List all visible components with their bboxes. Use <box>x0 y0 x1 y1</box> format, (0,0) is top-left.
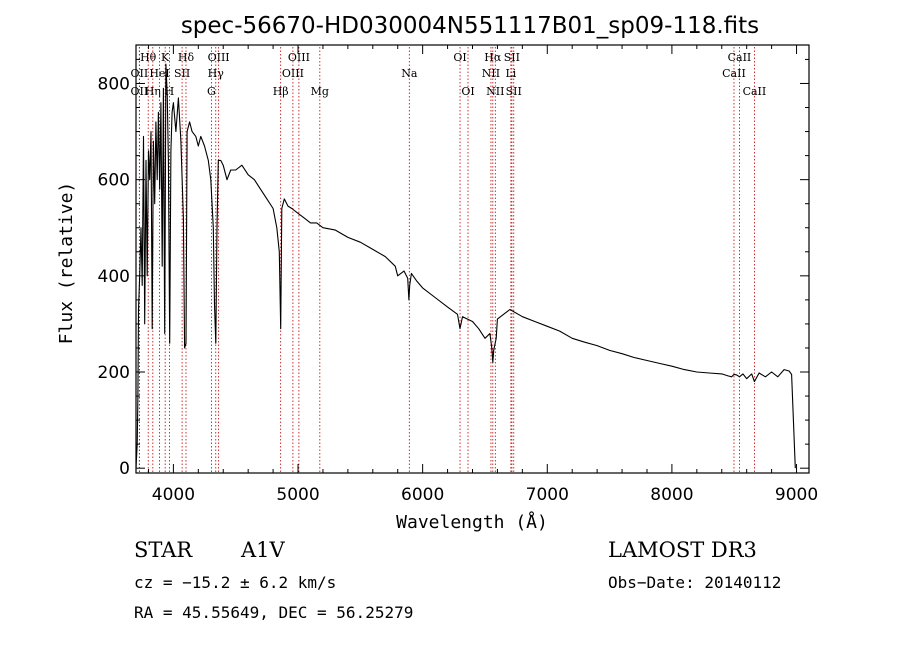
line-label-23: Li <box>505 67 516 80</box>
chart-title: spec-56670-HD030004N551117B01_sp09-118.f… <box>181 13 759 39</box>
line-label-27: CaII <box>743 85 767 98</box>
plot-axes <box>135 44 810 474</box>
redshift-value: cz = −15.2 ± 6.2 km/s <box>134 573 337 592</box>
line-label-10: Hγ <box>208 67 225 80</box>
y-tick-label: 800 <box>98 74 130 94</box>
line-label-13: OIII <box>288 51 310 64</box>
x-tick-label: 9000 <box>775 485 818 505</box>
y-tick-label: 0 <box>119 459 130 479</box>
observation-date: Obs−Date: 20140112 <box>608 573 782 592</box>
line-label-25: CaII <box>728 51 752 64</box>
line-label-9: OIII <box>208 51 230 64</box>
spectral-line-markers <box>138 47 755 473</box>
line-label-5: K <box>161 51 170 64</box>
line-label-2: OII <box>131 85 149 98</box>
spectrum-series <box>135 63 796 469</box>
spectrum-line <box>135 63 796 469</box>
line-label-19: Hα <box>484 51 502 64</box>
line-label-15: Mg <box>311 85 329 98</box>
x-axis-label: Wavelength (Å) <box>396 511 548 533</box>
line-label-24: SII <box>506 85 522 98</box>
line-label-3: HeI <box>149 67 169 80</box>
y-tick-label: 600 <box>98 171 130 191</box>
line-label-11: G <box>207 85 216 98</box>
line-label-12: Hβ <box>273 85 289 98</box>
x-tick-label: 6000 <box>401 485 444 505</box>
line-label-17: OI <box>453 51 466 64</box>
line-label-8: SII <box>174 67 190 80</box>
x-tick-label: 7000 <box>526 485 569 505</box>
line-label-22: SII <box>504 51 520 64</box>
y-tick-label: 200 <box>98 363 130 383</box>
x-tick-label: 4000 <box>152 485 195 505</box>
line-label-1: OII <box>131 67 149 80</box>
x-tick-label: 8000 <box>650 485 693 505</box>
line-label-0: Hθ <box>140 51 157 64</box>
plot-frame <box>135 44 810 474</box>
line-label-6: H <box>165 85 175 98</box>
x-tick-label: 5000 <box>276 485 319 505</box>
line-label-26: CaII <box>722 67 746 80</box>
coordinates: RA = 45.55649, DEC = 56.25279 <box>134 603 414 622</box>
line-label-7: Hδ <box>178 51 195 64</box>
line-label-14: OIII <box>282 67 304 80</box>
line-label-21: NII <box>486 85 504 98</box>
spectral-subclass: A1V <box>241 538 285 562</box>
y-tick-label: 400 <box>98 267 130 287</box>
line-label-16: Na <box>401 67 418 80</box>
survey-name: LAMOST DR3 <box>608 538 757 562</box>
line-label-20: NII <box>482 67 500 80</box>
y-axis-label: Flux (relative) <box>56 182 77 345</box>
axis-ticks: 4000 5000 6000 7000 8000 9000 0 200 400 600 800 <box>98 45 818 505</box>
line-label-18: OI <box>461 85 474 98</box>
object-type: STAR <box>134 538 193 562</box>
line-label-4: Hη <box>145 85 161 98</box>
